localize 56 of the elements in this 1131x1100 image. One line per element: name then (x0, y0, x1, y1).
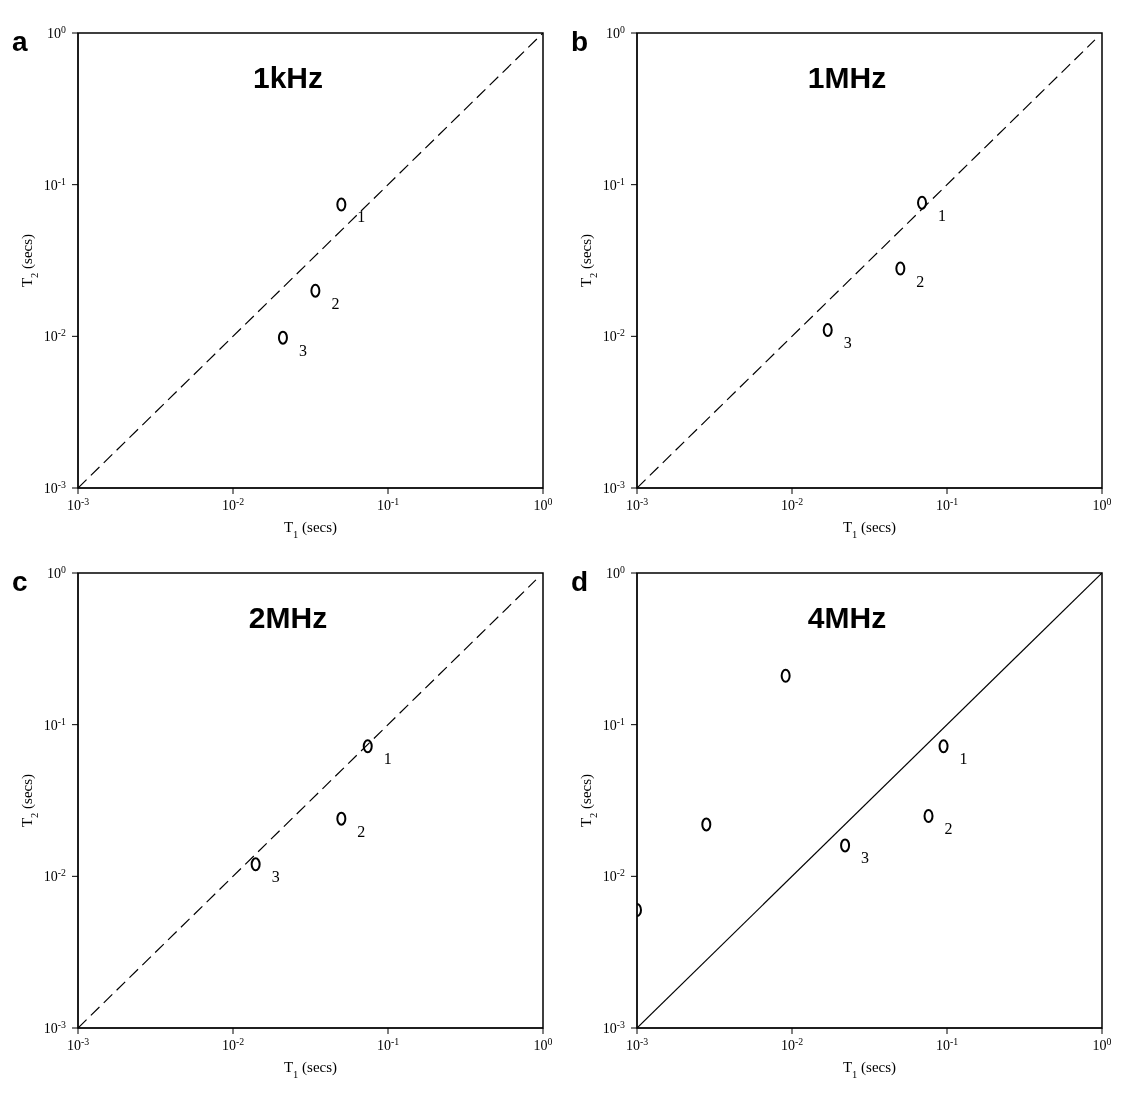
annotation: 3 (298, 341, 307, 359)
y-tick-label: 10$^{-1}$ (43, 175, 67, 193)
x-tick-label: 10$^{-3}$ (625, 1035, 649, 1053)
x-tick-label: 10$^{-1}$ (935, 495, 959, 513)
x-tick-label: 10$^{-1}$ (376, 495, 400, 513)
x-tick-label: 10$^{-3}$ (66, 1035, 90, 1053)
y-tick-label: 10$^{-1}$ (602, 175, 626, 193)
text: 4MHz (807, 601, 887, 634)
annotation: 2 (357, 822, 366, 840)
x-axis-title: T$_{1}$ (secs) (283, 1059, 338, 1080)
annotation: 1 (959, 750, 968, 768)
text: d (571, 566, 589, 598)
x-tick-label: 10$^{0}$ (533, 1035, 553, 1053)
y-tick-label: 10$^{0}$ (606, 23, 626, 41)
x-tick-label: 10$^{-2}$ (780, 495, 804, 513)
x-tick-label: 10$^{-3}$ (625, 495, 649, 513)
annotation: 3 (271, 868, 280, 886)
annotation: 3 (861, 849, 870, 867)
text: 1MHz (807, 61, 887, 94)
y-tick-label: 10$^{-3}$ (602, 1018, 626, 1036)
x-tick-label: 10$^{-1}$ (376, 1035, 400, 1053)
x-tick-label: 10$^{-1}$ (935, 1035, 959, 1053)
annotation: 2 (331, 294, 340, 312)
x-tick-label: 10$^{-3}$ (66, 495, 90, 513)
y-tick-label: 10$^{-3}$ (43, 1018, 67, 1036)
y-tick-label: 10$^{-2}$ (43, 326, 67, 345)
annotation: 1 (357, 208, 366, 226)
annotation: 1 (383, 750, 392, 768)
y-tick-label: 10$^{-1}$ (43, 715, 67, 733)
y-tick-label: 10$^{-2}$ (602, 326, 626, 345)
annotation: 2 (916, 272, 925, 290)
text: 1kHz (252, 61, 324, 94)
annotation: 1 (938, 206, 947, 224)
y-tick-label: 10$^{-2}$ (602, 866, 626, 885)
x-tick-label: 10$^{-2}$ (221, 495, 245, 513)
y-tick-label: 10$^{0}$ (47, 23, 67, 41)
text: c (12, 566, 28, 598)
text: a (12, 26, 28, 58)
y-tick-label: 10$^{-1}$ (602, 715, 626, 733)
x-tick-label: 10$^{0}$ (1092, 495, 1112, 513)
x-axis-title: T$_{1}$ (secs) (842, 519, 897, 540)
y-tick-label: 10$^{0}$ (47, 563, 67, 581)
x-axis-title: T$_{1}$ (secs) (842, 1059, 897, 1080)
y-tick-label: 10$^{-3}$ (43, 478, 67, 496)
x-tick-label: 10$^{0}$ (533, 495, 553, 513)
x-tick-label: 10$^{0}$ (1092, 1035, 1112, 1053)
y-tick-label: 10$^{-2}$ (43, 866, 67, 885)
annotation: 3 (843, 334, 852, 352)
text: 2MHz (248, 601, 328, 634)
x-tick-label: 10$^{-2}$ (221, 1035, 245, 1053)
x-tick-label: 10$^{-2}$ (780, 1035, 804, 1053)
annotation: 2 (944, 819, 953, 837)
y-tick-label: 10$^{0}$ (606, 563, 626, 581)
y-tick-label: 10$^{-3}$ (602, 478, 626, 496)
text: b (571, 26, 589, 58)
x-axis-title: T$_{1}$ (secs) (283, 519, 338, 540)
